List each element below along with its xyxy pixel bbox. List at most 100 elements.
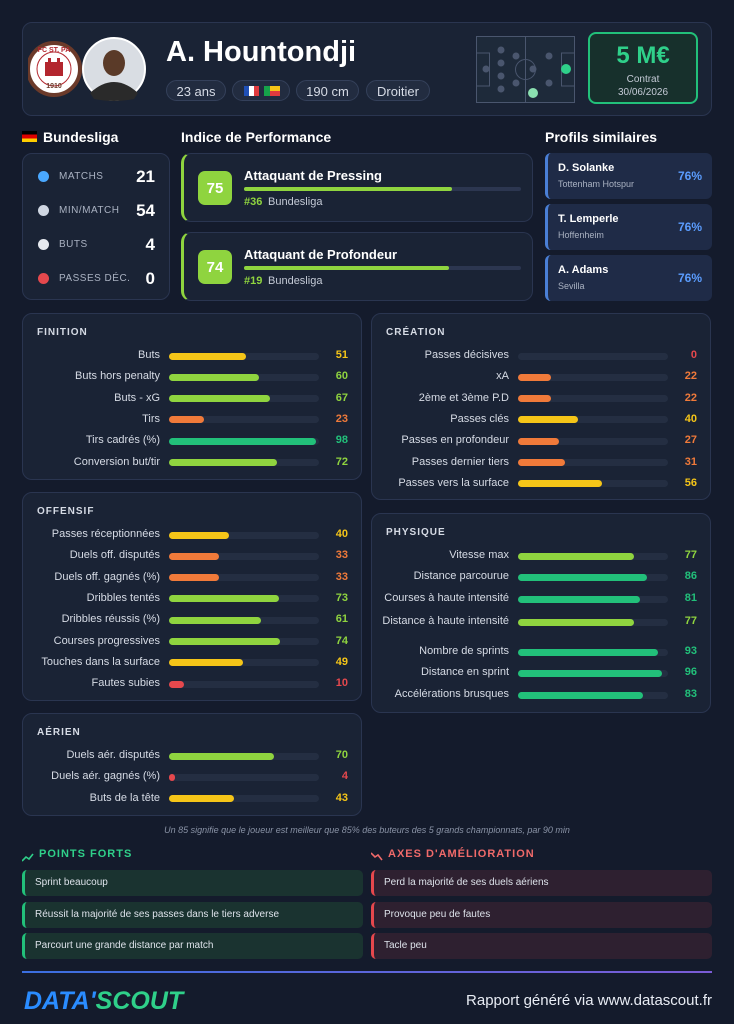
metric-label: Passes réceptionnées (51, 528, 160, 540)
score-track (244, 187, 521, 191)
metric-value: 74 (335, 634, 348, 647)
metric-value: 86 (684, 570, 697, 582)
strengths-item: Réussit la majorité de ses passes dans l… (22, 901, 363, 928)
metric-panel: OFFENSIF Passes réceptionnées 40 Duels off.… (22, 492, 362, 701)
metric-label: Passes dernier tiers (411, 455, 509, 468)
similar-name: T. Lemperle (558, 213, 619, 225)
metric-track (518, 573, 668, 581)
metric-label: Buts hors penalty (75, 370, 160, 383)
similar-card: A. Adams Sevilla 76% (545, 255, 712, 301)
metric-value: 96 (684, 666, 697, 678)
metric-bar (518, 416, 578, 424)
rank-league: Bundesliga (268, 275, 323, 287)
metric-value: 77 (684, 549, 697, 561)
metric-track (518, 480, 668, 488)
weaknesses-icon (370, 849, 383, 861)
performance-card: 74 Attaquant de Profondeur #19 Bundesliga (181, 232, 533, 301)
performance-card: 75 Attaquant de Pressing #36 Bundesliga (181, 153, 533, 222)
metric-label: Conversion but/tir (73, 455, 160, 468)
metric-panel: FINITION Buts 51 Buts hors penalty 60 Buts - … (22, 313, 362, 480)
metric-label: Duels off. gagnés (%) (54, 570, 160, 583)
metric-track (518, 618, 668, 626)
metric-label: Duels aér. disputés (66, 749, 160, 761)
metric-label: Passes décisives (424, 349, 509, 361)
metric-value: 77 (684, 615, 697, 627)
metric-label: Courses à haute intensité (384, 592, 509, 604)
weaknesses-text: Provoque peu de fautes (384, 908, 491, 920)
strengths-item: Sprint beaucoup (22, 870, 363, 896)
footnote: Un 85 signifie que le joueur est meilleu… (164, 825, 570, 835)
score-bar (244, 187, 452, 191)
metric-value: 93 (684, 645, 697, 657)
metric-value: 27 (684, 434, 697, 447)
metric-value: 33 (335, 570, 348, 583)
metric-value: 60 (335, 370, 348, 383)
metric-value: 4 (341, 770, 348, 783)
league-stats-card: MATCHS 21 MIN/MATCH 54 BUTS 4 PASSES DÉC. 0 (22, 153, 170, 300)
metric-track (518, 416, 668, 424)
metric-value: 31 (684, 455, 697, 468)
metric-label: Courses progressives (53, 634, 160, 647)
metric-bar (518, 480, 602, 488)
metric-track (169, 531, 319, 539)
score-value: 74 (206, 259, 224, 276)
metric-value: 40 (335, 528, 348, 540)
score-badge: 75 (198, 171, 232, 205)
similar-club: Hoffenheim (558, 230, 604, 240)
metric-bar (169, 416, 204, 424)
metric-track (169, 595, 319, 603)
metric-label: Buts - xG (114, 391, 160, 404)
metric-track (518, 669, 668, 677)
metric-bar (169, 595, 279, 603)
performance-title: Indice de Performance (181, 129, 332, 145)
brand: DATA' SCOUT (24, 987, 183, 1015)
metric-label: Tirs cadrés (%) (85, 434, 160, 447)
metric-track (518, 595, 668, 603)
logos: FC ST. PA 1910 (28, 37, 146, 101)
weaknesses-item: Provoque peu de fautes (371, 901, 712, 928)
flags (244, 86, 280, 96)
foot-pill-text: Droitier (377, 84, 419, 99)
metric-track (169, 459, 319, 466)
metric-value: 72 (335, 455, 348, 468)
stat-value: 0 (145, 269, 155, 288)
metric-bar (518, 573, 647, 581)
metric-value: 22 (684, 370, 697, 383)
metric-label: Distance parcourue (413, 570, 509, 582)
metric-track (518, 395, 668, 403)
club-badge-text: FC ST. PA (38, 47, 71, 54)
metric-bar (518, 373, 551, 381)
metric-track (518, 352, 668, 360)
stat-icon (38, 273, 49, 284)
metric-label: 2ème et 3ème P.D (418, 391, 509, 404)
player-name: A. Hountondji (166, 36, 357, 68)
stat-icon (38, 239, 49, 250)
strengths-text: Parcourt une grande distance par match (35, 940, 214, 951)
stat-value: 54 (136, 201, 155, 220)
metric-value: 43 (335, 791, 348, 804)
contract-date: 30/06/2026 (617, 87, 669, 98)
metric-bar (169, 616, 261, 624)
rank: #19 (244, 275, 263, 287)
stat-label: MIN/MATCH (59, 205, 120, 216)
age-pill-text: 23 ans (176, 84, 216, 99)
strengths-title: POINTS FORTS (39, 848, 133, 860)
metric-track (169, 752, 319, 760)
similar-title: Profils similaires (545, 129, 658, 145)
strengths-item: Parcourt une grande distance par match (22, 933, 363, 959)
metric-bar (169, 352, 246, 360)
metric-panel: CRÉATION Passes décisives 0 xA 22 2ème et 3èm… (371, 313, 711, 500)
league-title: Bundesliga (43, 129, 119, 145)
metric-bar (169, 552, 219, 560)
german-flag (22, 131, 37, 142)
brand-text: SCOUT (95, 987, 184, 1015)
metric-track (169, 373, 319, 381)
pitch-svg (476, 36, 575, 103)
metric-bar (169, 773, 175, 781)
strengths-icon (21, 849, 34, 862)
metric-bar (518, 459, 565, 466)
metric-bar (518, 669, 662, 677)
metric-bar (169, 459, 277, 466)
similar-card: T. Lemperle Hoffenheim 76% (545, 204, 712, 250)
